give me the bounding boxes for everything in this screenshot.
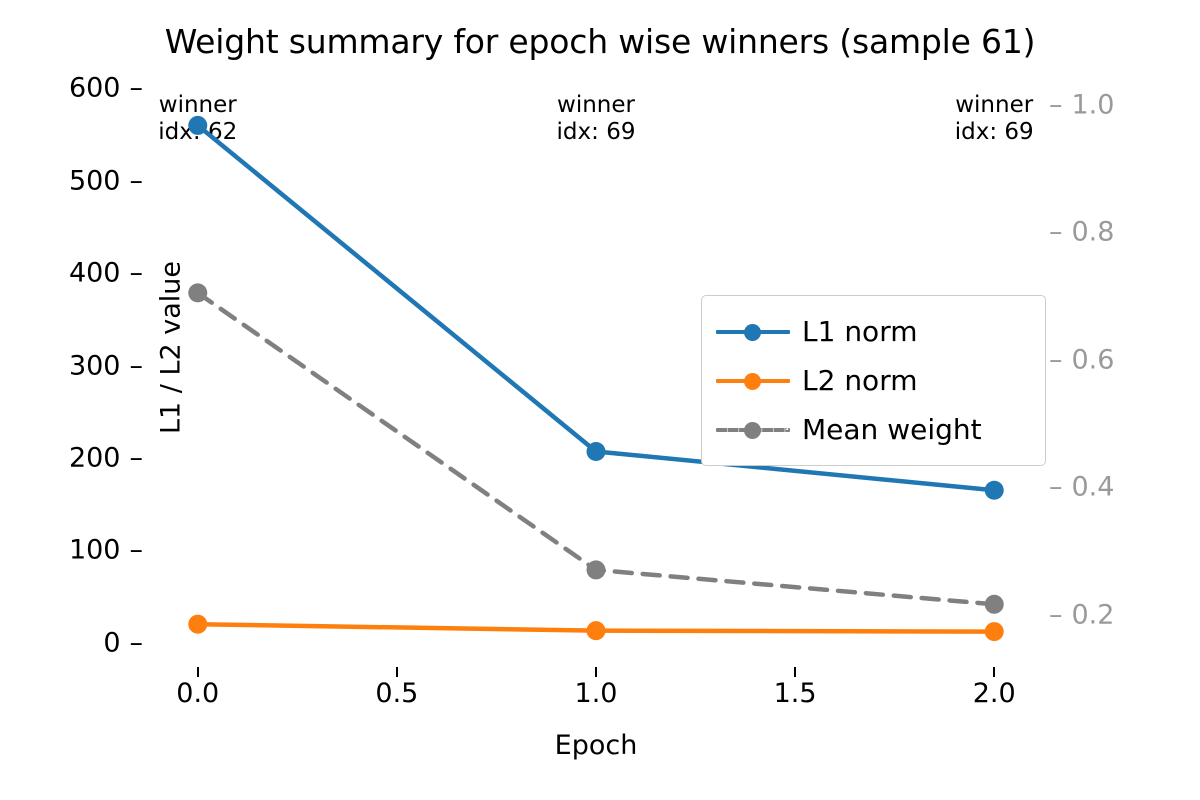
data-point-l1-norm-2[interactable]: [984, 480, 1004, 500]
y-tick-right-0.8: –0.8: [1049, 216, 1115, 248]
legend-item-l1-norm[interactable]: L1 norm: [716, 307, 1029, 356]
legend-label-l1-norm: L1 norm: [802, 315, 918, 348]
y-tick-right-0.6: –0.6: [1049, 344, 1115, 376]
y-tick-left-100: 100–: [68, 534, 143, 566]
y-axis-left-label: L1 / L2 value: [155, 260, 187, 435]
x-tick-2.0: 2.0: [972, 678, 1016, 709]
x-tick-1.0: 1.0: [574, 678, 618, 709]
chart-plot-svg: [188, 115, 1004, 642]
y-tick-left-400: 400–: [68, 257, 143, 289]
y-tick-left-600: 600–: [68, 72, 143, 104]
data-point-l2-norm-2[interactable]: [984, 622, 1004, 642]
x-tickmark-0.5: [395, 667, 398, 677]
data-point-l2-norm-0[interactable]: [188, 614, 208, 634]
x-tickmark-2.0: [993, 667, 996, 677]
legend-label-l2-norm: L2 norm: [802, 364, 918, 397]
data-point-l1-norm-0[interactable]: [188, 115, 208, 135]
y-tick-right-1.0: –1.0: [1049, 89, 1115, 121]
legend-marker-mean-weight: [716, 415, 790, 445]
data-point-mean-weight-0[interactable]: [188, 283, 208, 303]
y-tick-right-0.2: –0.2: [1049, 599, 1115, 630]
y-tick-left-300: 300–: [68, 350, 143, 382]
legend-marker-l2-norm: [716, 366, 790, 396]
winner-annotation-1: winner idx: 69: [556, 92, 636, 146]
x-tickmark-1.0: [595, 667, 597, 677]
legend-item-l2-norm[interactable]: L2 norm: [716, 356, 1029, 405]
plot-area: 0– 100– 200– 300– 400– 500– 600– –0.2 –0.4 –0.6 –…: [69, 70, 1115, 761]
winner-annotation-2: winner idx: 69: [954, 92, 1034, 146]
data-point-mean-weight-2[interactable]: [984, 594, 1004, 614]
data-point-l2-norm-1[interactable]: [586, 621, 606, 641]
x-tick-1.5: 1.5: [773, 678, 817, 709]
x-tick-0.5: 0.5: [375, 678, 419, 709]
chart-legend[interactable]: L1 norm L2 norm Mean weight: [701, 295, 1046, 466]
x-tickmark-0.0: [196, 667, 199, 677]
x-tick-0.0: 0.0: [176, 678, 220, 709]
data-point-l1-norm-1[interactable]: [586, 441, 606, 461]
y-tick-right-0.4: –0.4: [1049, 471, 1115, 503]
data-point-mean-weight-1[interactable]: [586, 560, 606, 580]
y-tick-left-0: 0–: [103, 627, 143, 659]
legend-marker-l1-norm: [716, 317, 790, 347]
x-tickmark-1.5: [794, 667, 797, 677]
chart-title: Weight summary for epoch wise winners (s…: [164, 22, 1036, 61]
y-tick-left-500: 500–: [68, 165, 143, 197]
legend-item-mean-weight[interactable]: Mean weight: [716, 405, 1029, 454]
legend-label-mean-weight: Mean weight: [802, 413, 982, 446]
y-tick-left-200: 200–: [68, 442, 143, 474]
x-axis-label: Epoch: [554, 730, 638, 761]
